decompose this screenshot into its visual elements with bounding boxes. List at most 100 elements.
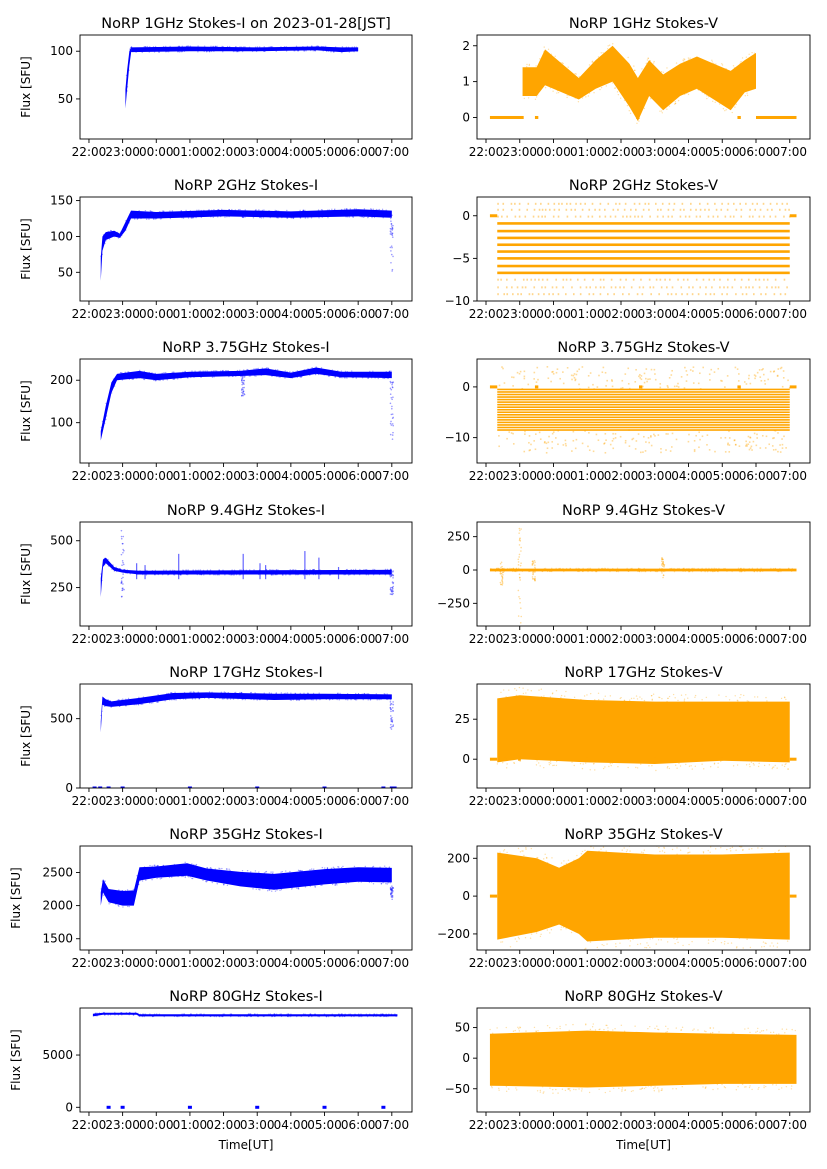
data-outlier [520,528,522,530]
data-point [680,1029,682,1031]
x-tick-label: 04:00 [274,956,309,970]
x-tick-label: 06:00 [341,307,376,321]
data-point [347,699,349,701]
data-point [688,58,690,60]
y-tick-label: 1 [462,75,470,89]
data-point [614,215,617,218]
data-point [776,946,779,948]
data-point [731,111,733,114]
data-point [519,370,522,373]
data-point [607,45,609,47]
data-point [198,697,201,700]
data-point [668,377,671,379]
data-point [679,765,682,767]
data-point [688,943,690,946]
data-point [352,215,354,218]
data-point [564,442,567,445]
x-tick-label: 23:00 [502,145,537,159]
data-point [697,567,699,570]
data-band-main [522,45,756,122]
data-point [639,567,641,570]
data-point [549,762,552,764]
data-point [345,568,348,571]
data-point [748,215,751,218]
data-point [724,567,726,570]
data-point [202,879,204,882]
data-point [250,698,252,700]
data-point [267,367,270,370]
data-point [299,216,301,219]
data-point [155,217,158,220]
data-point [625,278,627,281]
data-point [782,370,785,372]
data-point [289,870,291,873]
panel-title: NoRP 1GHz Stokes-V [569,16,718,32]
data-point [312,569,314,571]
data-point [114,1014,116,1016]
data-point [661,1089,663,1091]
x-tick-label: 05:00 [705,1118,740,1132]
data-point [539,1091,542,1093]
data-point [686,293,689,296]
data-point [589,941,592,943]
data-point [280,692,283,694]
data-point [604,371,607,374]
data-point [698,431,700,434]
data-point [701,763,703,765]
panel-title: NoRP 9.4GHz Stokes-V [562,503,725,519]
data-point [643,372,646,375]
data-point [645,946,648,949]
data-point [706,434,709,436]
data-point [144,46,147,48]
data-point [739,62,741,64]
data-point [113,385,116,387]
data-outlier [391,383,393,386]
data-point [745,445,747,447]
data-point [318,1015,321,1018]
data-outlier [392,224,394,227]
data-point [282,574,284,576]
data-point [578,570,581,573]
data-point [217,573,219,576]
data-point [700,570,702,573]
data-point [107,558,109,561]
data-point [262,1015,265,1018]
data-point [697,293,700,296]
data-point [256,367,258,370]
data-point [661,202,664,205]
data-outlier [391,586,393,589]
data-point [299,376,301,378]
data-point [762,1029,765,1032]
data-outlier [519,601,521,604]
data-point [647,944,649,947]
data-point [741,1083,744,1085]
y-tick-label: 2000 [42,899,73,913]
data-point [119,236,122,238]
data-outlier [662,558,664,561]
x-tick-label: 00:00 [536,469,571,483]
data-point [721,1083,723,1086]
y-axis-label: Flux [SFU] [19,56,33,117]
data-point [154,865,156,868]
data-point [253,569,255,571]
data-outlier [534,578,536,580]
data-point [623,99,626,102]
data-point [124,569,126,571]
data-point [211,881,213,884]
data-point [571,450,573,452]
x-tick-label: 05:00 [705,632,740,646]
data-point [255,375,257,377]
data-point [386,568,389,571]
data-point [135,703,137,706]
data-point [151,372,153,374]
data-point [710,570,712,573]
data-point [137,573,139,576]
data-outlier [241,379,243,381]
data-point [219,215,222,218]
data-point [354,699,357,701]
data-point [193,376,195,378]
data-point [634,69,636,72]
data-point [119,567,121,570]
data-point [569,1090,571,1092]
data-point [729,847,731,850]
